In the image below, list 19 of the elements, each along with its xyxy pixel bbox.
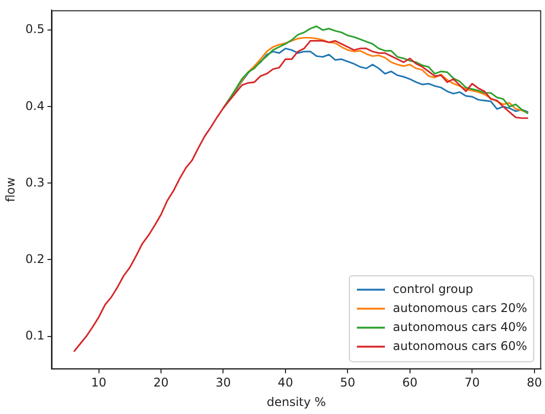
x-tick-label: 30 xyxy=(216,376,231,390)
legend-label: control group xyxy=(392,282,474,296)
x-tick-label: 50 xyxy=(340,376,356,390)
y-axis-title: flow xyxy=(3,177,18,202)
legend-label: autonomous cars 40% xyxy=(392,320,528,334)
x-tick-label: 10 xyxy=(91,376,106,390)
x-tick-label: 70 xyxy=(464,376,480,390)
y-tick-label: 0.2 xyxy=(25,252,44,266)
x-axis-title: density % xyxy=(266,394,326,409)
y-tick-label: 0.4 xyxy=(25,98,44,113)
y-tick-label: 0.1 xyxy=(25,328,44,342)
x-tick-label: 80 xyxy=(526,376,542,390)
y-tick-label: 0.5 xyxy=(25,22,44,36)
x-tick-label: 20 xyxy=(153,376,169,390)
x-tick-label: 40 xyxy=(278,376,294,390)
legend-label: autonomous cars 60% xyxy=(392,338,528,353)
y-tick-label: 0.3 xyxy=(25,175,44,190)
x-tick-label: 60 xyxy=(402,376,418,390)
legend-label: autonomous cars 20% xyxy=(392,300,528,315)
